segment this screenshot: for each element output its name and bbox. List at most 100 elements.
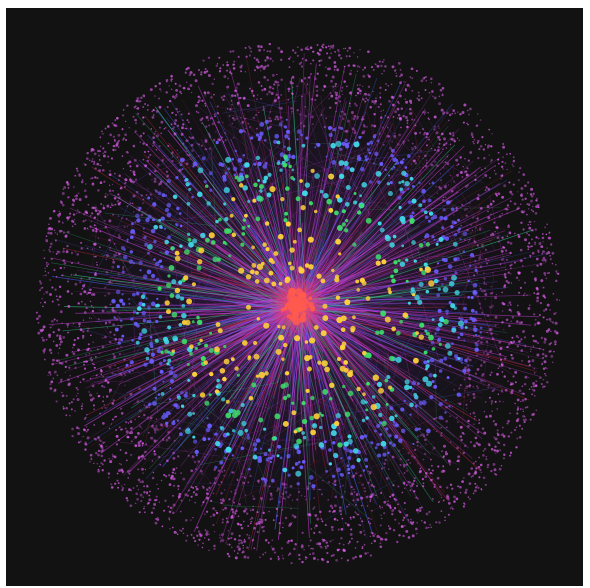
- cross-edge: [217, 250, 220, 279]
- periphery-node: [144, 468, 147, 471]
- cross-edge: [199, 204, 270, 218]
- periphery-node: [118, 252, 121, 256]
- periphery-node: [194, 540, 197, 543]
- cross-edge: [378, 118, 479, 222]
- cyan-node: [414, 294, 420, 301]
- periphery-node: [453, 140, 457, 143]
- cross-edge: [358, 212, 363, 252]
- periphery-node: [549, 258, 552, 261]
- periphery-node: [494, 400, 497, 403]
- blue-node: [138, 336, 142, 341]
- periphery-node: [204, 102, 207, 105]
- periphery-node: [141, 427, 143, 429]
- periphery-node: [457, 111, 459, 113]
- edge: [305, 126, 449, 310]
- periphery-node: [171, 111, 174, 115]
- periphery-node: [102, 337, 104, 339]
- periphery-node: [142, 116, 145, 119]
- periphery-node: [494, 445, 497, 448]
- periphery-node: [203, 70, 207, 74]
- blue-node: [432, 214, 438, 220]
- periphery-node: [451, 405, 454, 408]
- periphery-node: [55, 400, 58, 403]
- periphery-node: [162, 439, 164, 441]
- periphery-node: [310, 73, 313, 75]
- periphery-node: [253, 547, 256, 550]
- periphery-node: [236, 93, 239, 96]
- periphery-node: [483, 277, 486, 280]
- cross-edge: [160, 419, 215, 487]
- periphery-node: [534, 211, 538, 215]
- periphery-node: [238, 534, 241, 537]
- blue-node: [147, 214, 152, 219]
- periphery-node: [526, 192, 529, 194]
- periphery-node: [530, 194, 534, 198]
- periphery-node: [531, 270, 534, 273]
- periphery-node: [173, 132, 177, 136]
- periphery-node: [399, 463, 402, 467]
- periphery-node: [196, 534, 199, 538]
- periphery-node: [510, 309, 512, 311]
- periphery-node: [536, 296, 540, 300]
- periphery-node: [409, 86, 411, 88]
- periphery-node: [399, 117, 402, 121]
- blue-node: [260, 477, 265, 481]
- periphery-node: [152, 114, 155, 116]
- periphery-node: [74, 174, 77, 177]
- cyan-node: [405, 258, 409, 262]
- cross-edge: [434, 216, 451, 236]
- periphery-node: [501, 258, 504, 261]
- periphery-node: [431, 464, 433, 467]
- periphery-node: [96, 177, 99, 180]
- periphery-node: [479, 469, 482, 471]
- periphery-node: [500, 249, 504, 253]
- periphery-node: [150, 128, 153, 130]
- blue-node: [376, 423, 381, 428]
- periphery-node: [215, 511, 219, 515]
- periphery-node: [393, 69, 397, 72]
- blue-node: [121, 334, 125, 338]
- periphery-node: [234, 89, 237, 93]
- periphery-node: [372, 90, 374, 93]
- periphery-node: [507, 225, 511, 229]
- periphery-node: [290, 539, 293, 542]
- periphery-node: [537, 237, 540, 240]
- periphery-node: [429, 523, 431, 526]
- blue-node: [205, 427, 211, 433]
- blue-node: [161, 193, 166, 198]
- periphery-node: [476, 229, 479, 231]
- periphery-node: [425, 75, 427, 78]
- periphery-node: [117, 215, 120, 217]
- blue-node: [148, 402, 152, 406]
- periphery-node: [369, 495, 373, 499]
- periphery-node: [78, 211, 81, 214]
- cyan-node: [361, 182, 368, 188]
- periphery-node: [124, 427, 127, 430]
- periphery-node: [131, 369, 134, 372]
- cyan-node: [398, 181, 402, 185]
- periphery-node: [129, 178, 132, 181]
- periphery-node: [551, 262, 554, 265]
- periphery-node: [540, 382, 543, 386]
- periphery-node: [340, 536, 343, 540]
- periphery-node: [93, 363, 95, 366]
- periphery-node: [515, 419, 519, 423]
- periphery-node: [170, 80, 173, 82]
- periphery-node: [355, 104, 358, 107]
- periphery-node: [202, 486, 205, 489]
- periphery-node: [467, 123, 469, 126]
- periphery-node: [342, 543, 345, 546]
- periphery-node: [459, 486, 462, 489]
- cyan-node: [171, 279, 177, 285]
- periphery-node: [478, 443, 481, 447]
- periphery-node: [325, 541, 328, 544]
- periphery-node: [240, 70, 243, 73]
- cross-edge: [288, 122, 349, 202]
- periphery-node: [113, 355, 116, 358]
- periphery-node: [549, 350, 552, 353]
- periphery-node: [125, 459, 128, 462]
- edge: [110, 224, 296, 299]
- periphery-node: [145, 405, 149, 409]
- periphery-node: [231, 94, 234, 98]
- edge: [76, 269, 294, 311]
